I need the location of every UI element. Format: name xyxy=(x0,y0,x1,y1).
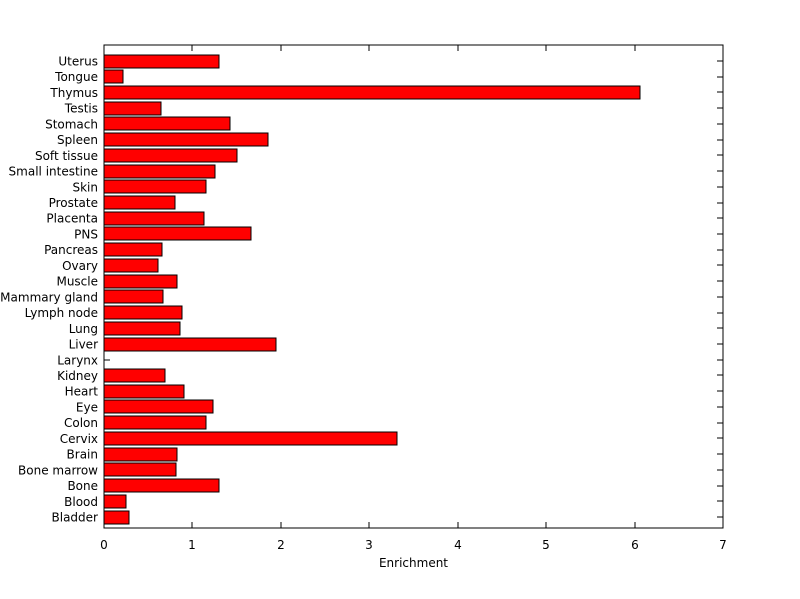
bar-placenta xyxy=(103,211,205,226)
x-tick-label: 1 xyxy=(188,538,196,552)
x-tick-label: 4 xyxy=(454,538,462,552)
y-axis-label: PNS xyxy=(74,227,98,241)
bar-bone-marrow xyxy=(103,462,177,477)
y-axis-label: Mammary gland xyxy=(0,290,98,304)
y-axis-label: Placenta xyxy=(46,212,98,226)
bar-brain xyxy=(103,447,178,462)
x-tick-label: 5 xyxy=(542,538,550,552)
bar-cervix xyxy=(103,431,398,446)
y-axis-label: Brain xyxy=(67,448,98,462)
y-axis-label: Soft tissue xyxy=(35,149,98,163)
y-axis-label: Tongue xyxy=(54,70,98,84)
bar-uterus xyxy=(103,54,220,69)
bar-thymus xyxy=(103,85,641,100)
bar-lung xyxy=(103,321,181,336)
bar-ovary xyxy=(103,258,159,273)
y-axis-label: Bone marrow xyxy=(18,463,98,477)
x-tick-label: 0 xyxy=(100,538,108,552)
bar-pns xyxy=(103,226,252,241)
bar-pancreas xyxy=(103,242,163,257)
bar-blood xyxy=(103,494,127,509)
bar-heart xyxy=(103,384,185,399)
x-tick-label: 6 xyxy=(631,538,639,552)
y-axis-label: Larynx xyxy=(57,353,98,367)
bar-liver xyxy=(103,337,277,352)
y-axis-label: Small intestine xyxy=(9,165,98,179)
y-axis-label: Thymus xyxy=(49,86,98,100)
y-axis-label: Skin xyxy=(72,180,98,194)
y-axis-label: Testis xyxy=(64,102,98,116)
bar-soft-tissue xyxy=(103,148,238,163)
bar-lymph-node xyxy=(103,305,183,320)
y-axis-label: Liver xyxy=(69,338,99,352)
y-axis-label: Uterus xyxy=(58,55,98,69)
y-axis-label: Heart xyxy=(65,385,99,399)
bar-mammary-gland xyxy=(103,289,164,304)
bar-skin xyxy=(103,179,207,194)
y-axis-label: Eye xyxy=(76,400,98,414)
bar-tongue xyxy=(103,69,124,84)
y-axis-label: Pancreas xyxy=(44,243,98,257)
bar-prostate xyxy=(103,195,176,210)
bar-bone xyxy=(103,478,220,493)
y-axis-label: Lymph node xyxy=(25,306,98,320)
bar-spleen xyxy=(103,132,269,147)
y-axis-label: Blood xyxy=(64,495,98,509)
bar-muscle xyxy=(103,274,178,289)
y-axis-label: Muscle xyxy=(56,275,98,289)
y-axis-label: Ovary xyxy=(62,259,98,273)
y-axis-label: Colon xyxy=(64,416,98,430)
x-tick-label: 7 xyxy=(719,538,727,552)
y-axis-label: Bladder xyxy=(52,511,99,525)
y-axis-label: Lung xyxy=(69,322,98,336)
bar-colon xyxy=(103,415,207,430)
bar-bladder xyxy=(103,510,130,525)
y-axis-label: Prostate xyxy=(49,196,98,210)
x-tick-label: 3 xyxy=(365,538,373,552)
x-tick-label: 2 xyxy=(277,538,285,552)
bar-small-intestine xyxy=(103,164,216,179)
y-axis-label: Cervix xyxy=(60,432,98,446)
y-axis-label: Spleen xyxy=(57,133,98,147)
x-axis-title: Enrichment xyxy=(379,556,448,570)
y-axis-label: Stomach xyxy=(45,117,98,131)
bar-kidney xyxy=(103,368,166,383)
bar-eye xyxy=(103,399,214,414)
bar-testis xyxy=(103,101,162,116)
y-axis-label: Bone xyxy=(67,479,98,493)
y-axis-label: Kidney xyxy=(57,369,98,383)
bar-stomach xyxy=(103,116,231,131)
